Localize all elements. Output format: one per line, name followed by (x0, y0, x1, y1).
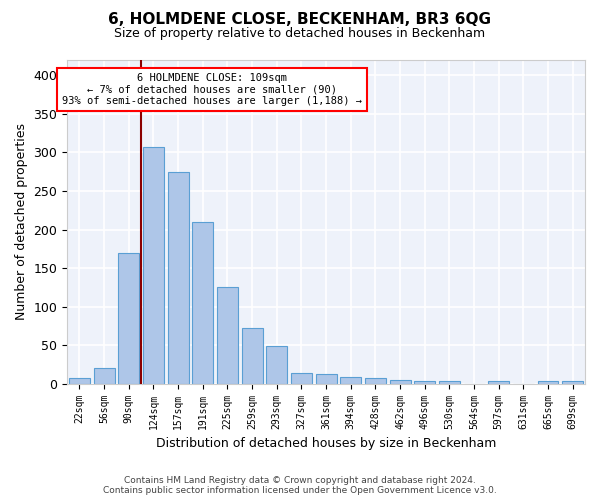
X-axis label: Distribution of detached houses by size in Beckenham: Distribution of detached houses by size … (156, 437, 496, 450)
Bar (365, 378, 386, 384)
Bar (340, 377, 361, 384)
Bar (167, 172, 188, 384)
Bar (291, 373, 312, 384)
Bar (242, 328, 263, 384)
Bar (538, 380, 559, 384)
Bar (217, 288, 238, 384)
Text: Size of property relative to detached houses in Beckenham: Size of property relative to detached ho… (115, 28, 485, 40)
Bar (266, 346, 287, 384)
Text: 6 HOLMDENE CLOSE: 109sqm
← 7% of detached houses are smaller (90)
93% of semi-de: 6 HOLMDENE CLOSE: 109sqm ← 7% of detache… (62, 73, 362, 106)
Bar (143, 147, 164, 384)
Bar (94, 368, 115, 384)
Bar (562, 380, 583, 384)
Bar (488, 380, 509, 384)
Bar (316, 374, 337, 384)
Bar (414, 382, 435, 384)
Bar (69, 378, 90, 384)
Y-axis label: Number of detached properties: Number of detached properties (15, 124, 28, 320)
Text: 6, HOLMDENE CLOSE, BECKENHAM, BR3 6QG: 6, HOLMDENE CLOSE, BECKENHAM, BR3 6QG (109, 12, 491, 28)
Text: Contains HM Land Registry data © Crown copyright and database right 2024.
Contai: Contains HM Land Registry data © Crown c… (103, 476, 497, 495)
Bar (192, 222, 213, 384)
Bar (389, 380, 410, 384)
Bar (439, 382, 460, 384)
Bar (118, 252, 139, 384)
